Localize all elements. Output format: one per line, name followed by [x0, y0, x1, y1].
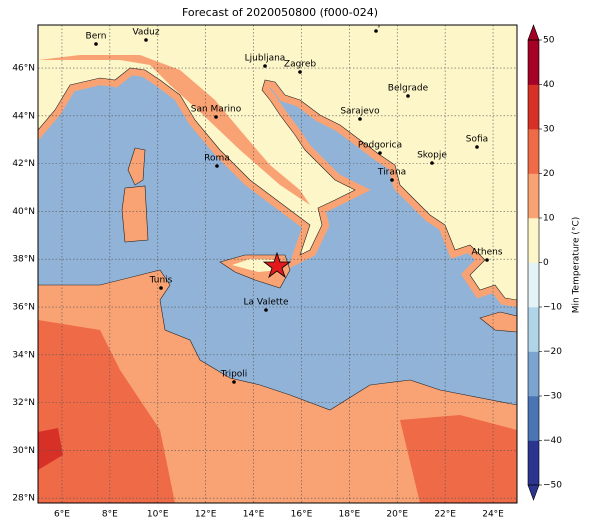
city-label: Belgrade	[388, 84, 429, 94]
lon-tick-label: 18°E	[339, 510, 361, 520]
lon-tick-label: 22°E	[434, 510, 456, 520]
city-label: San Marino	[191, 105, 242, 115]
colorbar-tick-label: −10	[543, 303, 562, 313]
city-dot	[214, 115, 218, 119]
colorbar-band	[528, 218, 539, 263]
lat-tick-label: 38°N	[12, 255, 35, 265]
city-label: Skopje	[417, 151, 447, 161]
colorbar-band	[528, 307, 539, 352]
city-dot	[159, 286, 163, 290]
axes: 6°E 8°E 10°E 12°E 14°E 16°E 18°E 20°E 22°E 24°E 28…	[12, 64, 504, 520]
sardinia	[121, 185, 149, 243]
colorbar-tick-label: −50	[543, 481, 562, 491]
lat-tick-label: 46°N	[12, 64, 35, 74]
title: Forecast of 2020050800 (f000-024)	[182, 6, 378, 19]
city-dot	[215, 164, 219, 168]
lat-tick-label: 34°N	[12, 350, 35, 360]
colorbar-extend-min	[527, 484, 540, 501]
city-dot	[475, 145, 479, 149]
europe	[38, 25, 517, 333]
colorbar-band	[528, 351, 539, 397]
city-dot	[485, 258, 489, 262]
city-label: Sarajevo	[340, 107, 380, 117]
city-label: Podgorica	[358, 141, 402, 151]
lon-tick-label: 24°E	[482, 510, 504, 520]
colorbar-band	[528, 40, 539, 85]
location-star	[262, 251, 292, 279]
colorbar-tick-label: 40	[543, 80, 555, 90]
colorbar-band	[528, 84, 539, 130]
lat-tick-label: 44°N	[12, 111, 35, 121]
lon-tick-label: 20°E	[386, 510, 408, 520]
colorbar-tick-label: −40	[543, 436, 562, 446]
lon-tick-label: 6°E	[54, 510, 70, 520]
colorbar-band	[528, 440, 539, 486]
lon-tick-label: 10°E	[147, 510, 169, 520]
city-dot	[430, 161, 434, 165]
city-label: Tunis	[149, 276, 173, 286]
city-dot	[378, 151, 382, 155]
lat-tick-label: 28°N	[12, 494, 35, 504]
lat-tick-label: 42°N	[12, 159, 35, 169]
colorbar-band	[528, 262, 539, 308]
lon-tick-label: 14°E	[243, 510, 265, 520]
city-dot	[232, 380, 236, 384]
city-label: Zagreb	[284, 60, 316, 70]
lat-tick-label: 30°N	[12, 446, 35, 456]
very-hot-zone	[38, 428, 63, 470]
lon-tick-label: 8°E	[102, 510, 118, 520]
city-label: Tripoli	[220, 370, 248, 380]
lon-tick-label: 12°E	[195, 510, 217, 520]
colorbar-tick-label: 30	[543, 125, 555, 135]
city-label: Budapest	[355, 19, 398, 29]
city-label: Bern	[86, 32, 107, 42]
city-dot	[94, 42, 98, 46]
city-label: Tirana	[377, 168, 406, 178]
corsica	[127, 147, 146, 186]
colorbar-tick-label: 10	[543, 214, 555, 224]
colorbar-band	[528, 129, 539, 174]
city-dot	[263, 64, 267, 68]
hot-zone	[38, 320, 175, 503]
city-label: La Valette	[244, 298, 289, 308]
city-dot	[374, 29, 378, 33]
city-dot	[298, 70, 302, 74]
lat-tick-label: 36°N	[12, 303, 35, 313]
city-label: Vaduz	[132, 28, 159, 38]
city-dot	[358, 117, 362, 121]
africa	[38, 269, 517, 503]
map-frame	[37, 24, 518, 504]
colorbar-extend-max	[527, 24, 540, 41]
colorbar-band	[528, 396, 539, 441]
crete	[479, 311, 517, 333]
colorbar-tick-label: −30	[543, 392, 562, 402]
city-label: Sofia	[466, 135, 488, 145]
lat-tick-label: 40°N	[12, 207, 35, 217]
graticule	[38, 25, 517, 503]
hot-zone	[400, 415, 517, 503]
city-dot	[406, 94, 410, 98]
city-dot	[144, 38, 148, 42]
lon-tick-label: 16°E	[291, 510, 313, 520]
colorbar-label: Min Temperature (°C)	[572, 217, 582, 314]
warm-zone	[38, 55, 310, 205]
colorbar-tick-label: −20	[543, 347, 562, 357]
lat-tick-label: 32°N	[12, 398, 35, 408]
city-label: Roma	[204, 154, 230, 164]
city-dot	[264, 308, 268, 312]
city-label: Athens	[471, 248, 502, 258]
colorbar-tick-label: 50	[543, 36, 555, 46]
colorbar-tick-label: 20	[543, 169, 555, 179]
city-label: Ljubljana	[245, 54, 286, 64]
mainland	[38, 25, 517, 301]
colorbar: −50 −40 −30 −20 −10 0 10 20 30 40 50	[527, 24, 562, 501]
colorbar-tick-label: 0	[543, 258, 549, 268]
city-dot	[390, 178, 394, 182]
colorbar-band	[528, 173, 539, 219]
